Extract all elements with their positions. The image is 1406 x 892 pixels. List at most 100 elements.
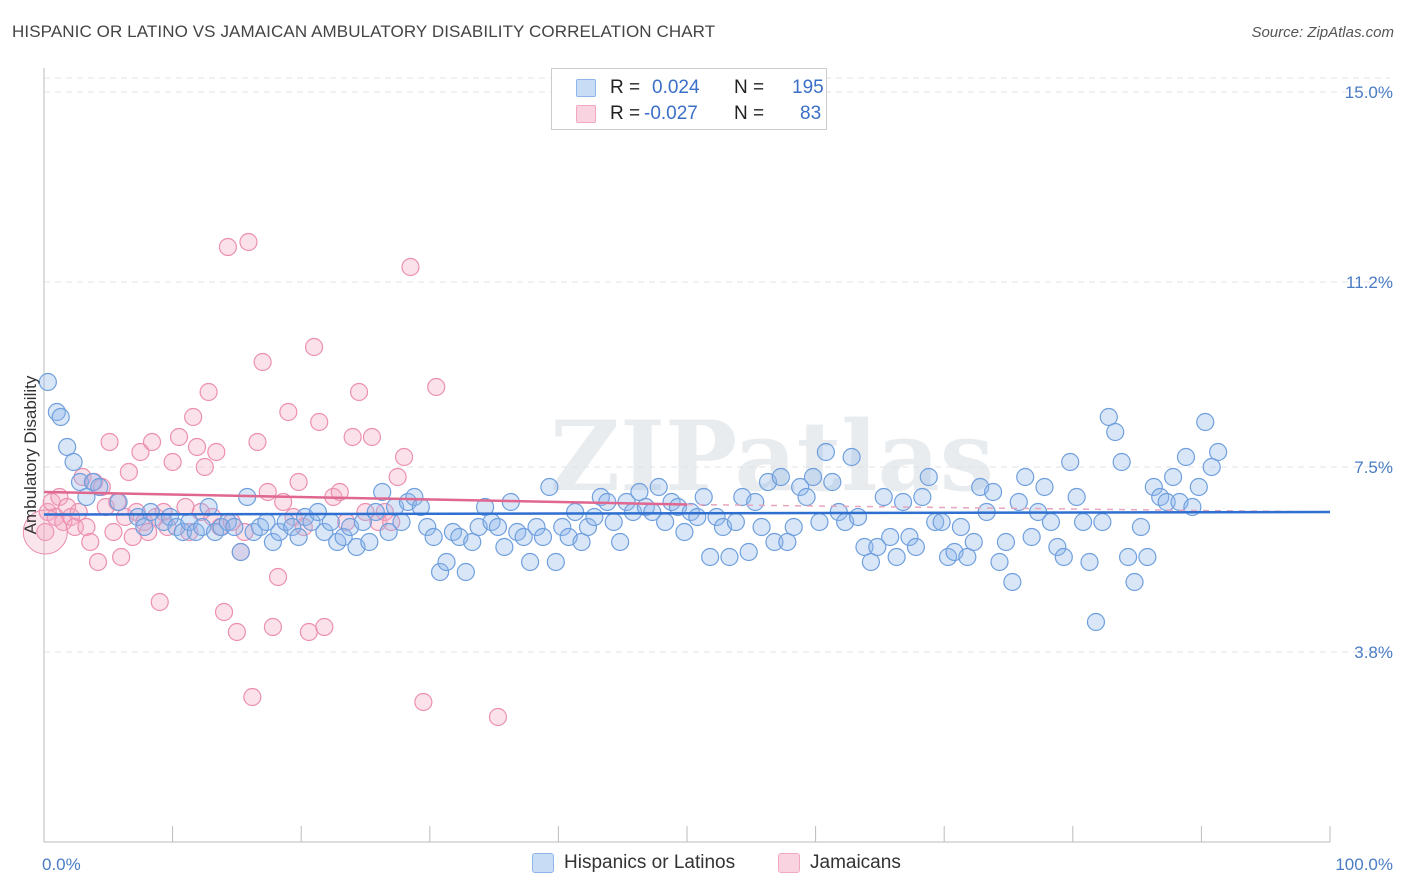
jamaican-point bbox=[142, 432, 162, 452]
hispanic-point bbox=[1144, 477, 1163, 497]
jamaican-point bbox=[362, 427, 382, 447]
hispanic-point bbox=[1209, 442, 1228, 462]
hispanic-point bbox=[887, 547, 906, 567]
jamaican-point bbox=[150, 592, 169, 612]
hispanic-point bbox=[1016, 467, 1035, 487]
hispanic-point bbox=[109, 492, 128, 512]
hispanic-point bbox=[334, 527, 353, 547]
x-tick-label: 100.0% bbox=[1335, 855, 1393, 874]
hispanic-point bbox=[1131, 517, 1151, 537]
hispanic-point bbox=[430, 562, 450, 582]
hispanic-point bbox=[893, 492, 913, 512]
hispanic-point bbox=[720, 547, 739, 567]
jamaican-point bbox=[394, 447, 414, 467]
jamaicans-swatch bbox=[778, 853, 800, 873]
hispanic-point bbox=[58, 437, 77, 457]
jamaican-point bbox=[115, 507, 135, 527]
hispanic-point bbox=[540, 477, 559, 497]
r-label: R = bbox=[610, 77, 641, 98]
hispanic-point bbox=[263, 532, 283, 552]
n-label: N = bbox=[734, 103, 765, 124]
hispanic-point bbox=[488, 517, 508, 537]
hispanic-point bbox=[1112, 452, 1131, 472]
legend-row-pink: R = -0.027 N = 83 bbox=[576, 101, 821, 127]
chart-title: HISPANIC OR LATINO VS JAMAICAN AMBULATOR… bbox=[12, 22, 716, 41]
hispanic-point bbox=[1118, 547, 1138, 567]
hispanic-point bbox=[649, 477, 668, 497]
hispanic-point bbox=[546, 552, 565, 572]
hispanic-point bbox=[913, 487, 932, 507]
hispanic-point bbox=[366, 502, 385, 522]
hispanic-point bbox=[514, 527, 533, 547]
hispanic-point bbox=[572, 532, 591, 552]
axes bbox=[43, 68, 1331, 843]
r-value: 0.024 bbox=[652, 77, 700, 98]
hispanic-point bbox=[373, 482, 392, 502]
jamaican-point bbox=[304, 337, 324, 357]
axis-ticks: 3.8% 7.5% 11.2% 15.0% 0.0% 100.0% bbox=[42, 83, 1393, 874]
hispanic-point bbox=[810, 512, 829, 532]
jamaican-point bbox=[289, 472, 308, 492]
hispanic-point bbox=[405, 487, 424, 507]
hispanic-point bbox=[919, 467, 938, 487]
hispanic-point bbox=[1202, 457, 1221, 477]
hispanic-point bbox=[418, 517, 437, 537]
hispanic-point bbox=[1003, 572, 1022, 592]
jamaican-point bbox=[218, 237, 237, 257]
hispanic-point bbox=[70, 472, 90, 492]
jamaican-point bbox=[184, 407, 203, 427]
hispanic-point bbox=[701, 547, 720, 567]
hispanic-point bbox=[51, 407, 70, 427]
hispanic-point bbox=[173, 522, 192, 542]
jamaican-point bbox=[239, 232, 258, 252]
n-label: N = bbox=[734, 77, 765, 98]
n-value: 83 bbox=[800, 103, 822, 124]
jamaican-point bbox=[169, 427, 189, 447]
jamaican-point bbox=[248, 432, 267, 452]
hispanic-point bbox=[983, 482, 1003, 502]
hispanic-point bbox=[958, 547, 977, 567]
hispanic-point bbox=[533, 527, 553, 547]
jamaican-point bbox=[88, 552, 108, 572]
hispanic-point bbox=[1035, 477, 1054, 497]
jamaican-point bbox=[299, 622, 319, 642]
hispanic-point bbox=[231, 542, 250, 562]
jamaican-point bbox=[388, 467, 407, 487]
jamaican-point bbox=[199, 382, 218, 402]
jamaican-point bbox=[401, 257, 420, 277]
hispanic-point bbox=[739, 542, 758, 562]
jamaican-point bbox=[330, 482, 349, 502]
hispanic-point bbox=[726, 512, 745, 532]
hispanic-point bbox=[1009, 492, 1028, 512]
hispanic-point bbox=[1176, 447, 1196, 467]
hispanic-point bbox=[855, 537, 874, 557]
pink-swatch bbox=[576, 105, 596, 123]
hispanic-point bbox=[1099, 407, 1118, 427]
hispanic-point bbox=[694, 487, 713, 507]
hispanic-point bbox=[874, 487, 893, 507]
jamaican-point bbox=[268, 567, 288, 587]
r-label: R = bbox=[610, 103, 641, 124]
hispanic-point bbox=[752, 517, 771, 537]
jamaican-point bbox=[227, 622, 246, 642]
y-axis-label: Ambulatory Disability bbox=[21, 375, 40, 534]
hispanic-point bbox=[1093, 512, 1112, 532]
r-value: -0.027 bbox=[644, 103, 698, 124]
hispanic-point bbox=[900, 527, 919, 547]
trend-lines bbox=[43, 490, 1331, 516]
hispanic-point bbox=[1067, 487, 1086, 507]
hispanic-point bbox=[868, 537, 887, 557]
hispanic-point bbox=[527, 517, 546, 537]
jamaican-point-large bbox=[22, 509, 68, 555]
hispanics-points bbox=[38, 372, 1228, 632]
hispanic-point bbox=[996, 532, 1016, 552]
hispanic-point bbox=[1041, 512, 1061, 532]
legend-row-blue: R = 0.024 N = 195 bbox=[576, 75, 824, 101]
jamaican-point bbox=[77, 517, 96, 537]
hispanic-point bbox=[64, 452, 83, 472]
hispanic-point bbox=[585, 507, 604, 527]
source-label: Source: ZipAtlas.com bbox=[1251, 24, 1394, 41]
hispanic-point bbox=[321, 512, 340, 532]
jamaican-point bbox=[81, 532, 100, 552]
jamaican-point bbox=[488, 707, 508, 727]
